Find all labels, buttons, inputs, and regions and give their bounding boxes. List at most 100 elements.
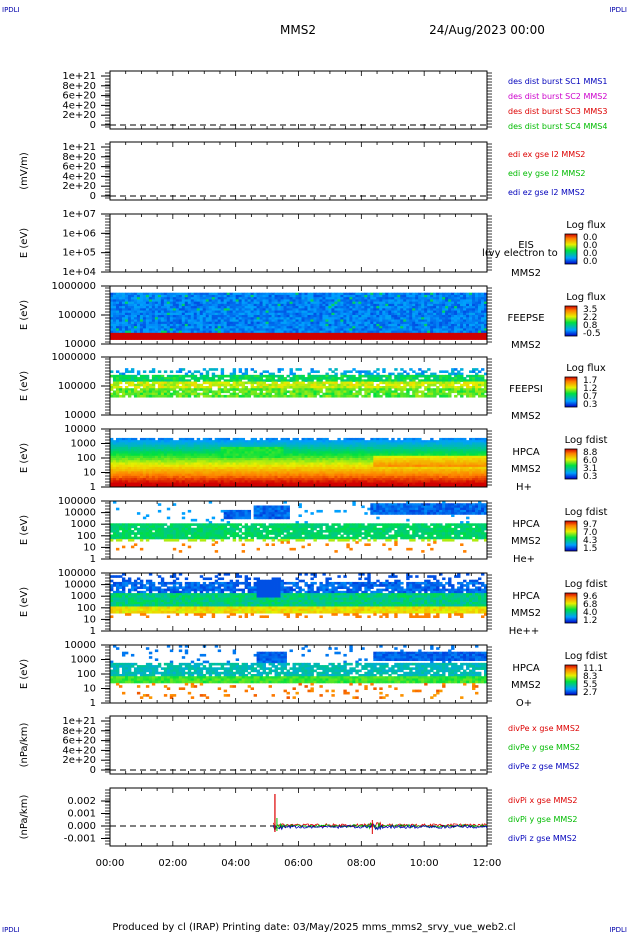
colorbar-tick: 0.3 [583,472,597,482]
species-label: O+ [516,698,532,709]
divpi-trace [273,821,488,829]
legend-entry: divPe y gse MMS2 [508,743,580,752]
spacecraft-label: MMS2 [511,268,541,279]
y-tick-label: 8e+20 [62,726,96,737]
y-tick-label: 10000 [64,424,96,435]
colorbar-tick: 0.7 [583,392,597,402]
y-tick-label: 100000 [58,568,96,579]
y-axis-label: E (eV) [19,587,30,617]
y-axis-label: E (eV) [19,659,30,689]
legend-entry: divPe z gse MMS2 [508,762,579,771]
y-axis-label: (nPa/km) [19,795,30,840]
instrument-label: EIS [518,240,534,251]
x-tick-label: 10:00 [410,858,439,869]
instrument-label: HPCA [512,447,540,458]
y-axis-label: (mV/m) [19,152,30,190]
y-tick-label: 100000 [58,381,96,392]
corner-mark: IPDLI [2,926,20,934]
spacecraft-label: MMS2 [511,464,541,475]
instrument-label: FEEPSE [507,313,544,324]
x-tick-label: 00:00 [96,858,125,869]
colorbar-tick: 8.3 [583,672,597,682]
legend-entry: edi ez gse l2 MMS2 [508,188,585,197]
colorbar-tick: 1.5 [583,544,597,554]
colorbar-tick: 0.0 [583,241,598,251]
y-tick-label: 1000000 [51,281,96,292]
legend-entry: divPe x gse MMS2 [508,724,580,733]
legend-entry: divPi x gse MMS2 [508,796,577,805]
colorbar [564,664,578,696]
colorbar-title: Log flux [566,363,606,374]
colorbar [564,448,578,480]
panel-plot-area [110,645,488,699]
colorbar [564,520,578,552]
legend-entry: divPi y gse MMS2 [508,815,577,824]
panel-plot-area [110,437,488,488]
colorbar-tick: 0.3 [583,400,597,410]
colorbar-tick: 1.7 [583,376,597,386]
spacecraft-label: MMS2 [511,411,541,422]
y-tick-label: 1000 [71,591,96,602]
footer-text: Produced by cl (IRAP) Printing date: 03/… [112,922,515,933]
panel-plot-area [110,573,488,619]
colorbar-tick: 11.1 [583,664,603,674]
x-tick-label: 04:00 [221,858,250,869]
y-tick-label: 1000 [71,519,96,530]
y-tick-label: 1e+04 [62,267,96,278]
y-tick-label: 1e+07 [62,209,96,220]
panel-p6: 10000 1000 100 10 1 E (eV) HPCA MMS2 H+ Log fdist… [19,424,607,493]
y-tick-label: 10 [83,542,96,553]
y-tick-label: 100 [77,669,96,680]
y-tick-label: 100 [77,603,96,614]
y-tick-label: 1000 [71,439,96,450]
species-label: H+ [516,482,532,493]
legend-entry: edi ey gse l2 MMS2 [508,169,586,178]
colorbar [564,592,578,624]
y-tick-label: 1 [90,554,96,565]
y-tick-label: 10000 [64,339,96,350]
y-tick-label: 10 [83,468,96,479]
legend-entry: des dist burst SC3 MMS3 [508,107,607,116]
colorbar-title: Log flux [566,220,606,231]
y-tick-label: 1e+06 [62,228,96,239]
panel-plot-area [110,368,488,398]
x-tick-label: 08:00 [347,858,376,869]
y-tick-label: 100 [77,531,96,542]
instrument-label: FEEPSI [509,384,543,395]
panel-p9: 10000 1000 100 10 1 E (eV) HPCA MMS2 O+ Log fdist… [19,640,607,709]
instrument-label: HPCA [512,591,540,602]
colorbar [564,233,578,265]
y-tick-label: 2e+20 [62,181,96,192]
colorbar-tick: 4.0 [583,608,598,618]
legend-entry: divPi z gse MMS2 [508,834,577,843]
colorbar-tick: 1.2 [583,384,597,394]
y-tick-label: 4e+20 [62,745,96,756]
y-axis-label: E (eV) [19,228,30,258]
y-tick-label: 2e+20 [62,110,96,121]
y-tick-label: 6e+20 [62,162,96,173]
colorbar-tick: 0.0 [583,249,598,259]
colorbar-title: Log fdist [565,507,608,518]
y-tick-label: 100000 [58,496,96,507]
legend-entry: des dist burst SC1 MMS1 [508,77,607,86]
corner-mark: IPDLI [609,926,627,934]
y-tick-label: 6e+20 [62,736,96,747]
colorbar-tick: 6.8 [583,600,598,610]
y-tick-label: 0 [90,191,96,202]
spacecraft-label: MMS2 [511,608,541,619]
y-tick-label: 10 [83,684,96,695]
y-tick-label: 0 [90,765,96,776]
y-tick-label: 10000 [64,410,96,421]
colorbar-title: Log fdist [565,579,608,590]
y-tick-label: 10000 [64,640,96,651]
colorbar-tick: 1.2 [583,616,597,626]
panel-p4: 1000000 100000 10000 E (eV) FEEPSE MMS2 Log fl… [19,281,606,351]
y-tick-label: 1e+21 [62,71,96,82]
species-label: He++ [509,626,539,637]
y-tick-label: 1000000 [51,352,96,363]
legend-entry: des dist burst SC2 MMS2 [508,92,607,101]
colorbar-title: Log fdist [565,435,608,446]
colorbar-tick: 9.7 [583,520,597,530]
y-axis-label: E (eV) [19,300,30,330]
